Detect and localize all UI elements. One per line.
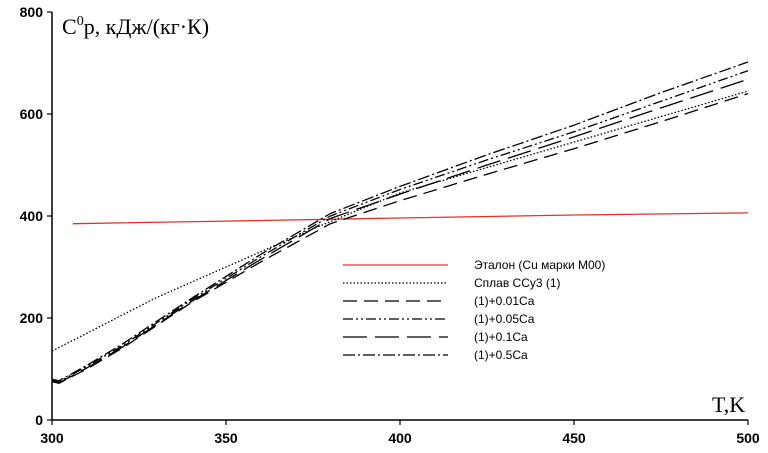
x-tick-label: 350: [214, 430, 238, 446]
y-tick-label: 400: [20, 208, 44, 224]
x-tick-label: 450: [562, 430, 586, 446]
series-line-2: [51, 92, 749, 384]
axes: 300 350 400 450 500 0 200 400 600 800: [20, 4, 760, 446]
series-layer: [51, 61, 749, 384]
legend-label-1: Сплав ССу3 (1): [474, 276, 561, 290]
legend-label-4: (1)+0.1Ca: [474, 330, 528, 344]
series-line-3: [51, 70, 749, 383]
y-tick-label: 0: [35, 412, 43, 428]
x-tick-label: 500: [736, 430, 760, 446]
series-line-4: [51, 78, 749, 384]
legend-label-3: (1)+0.05Ca: [474, 312, 535, 326]
legend: Эталон (Cu марки М00) Сплав ССу3 (1) (1)+0…: [343, 258, 605, 362]
legend-label-5: (1)+0.5Ca: [474, 348, 528, 362]
series-line-1: [51, 90, 749, 352]
x-tick-label: 400: [388, 430, 412, 446]
legend-label-2: (1)+0.01Ca: [474, 294, 535, 308]
x-axis-label: T,K: [712, 392, 745, 417]
y-tick-label: 800: [20, 4, 44, 20]
y-axis-label: C0р, кДж/(кг·К): [62, 14, 209, 39]
x-tick-label: 300: [40, 430, 64, 446]
series-line-5: [51, 61, 749, 382]
legend-label-0: Эталон (Cu марки М00): [474, 258, 605, 272]
series-line-0: [72, 212, 749, 225]
y-tick-label: 200: [20, 310, 44, 326]
y-tick-label: 600: [20, 106, 44, 122]
